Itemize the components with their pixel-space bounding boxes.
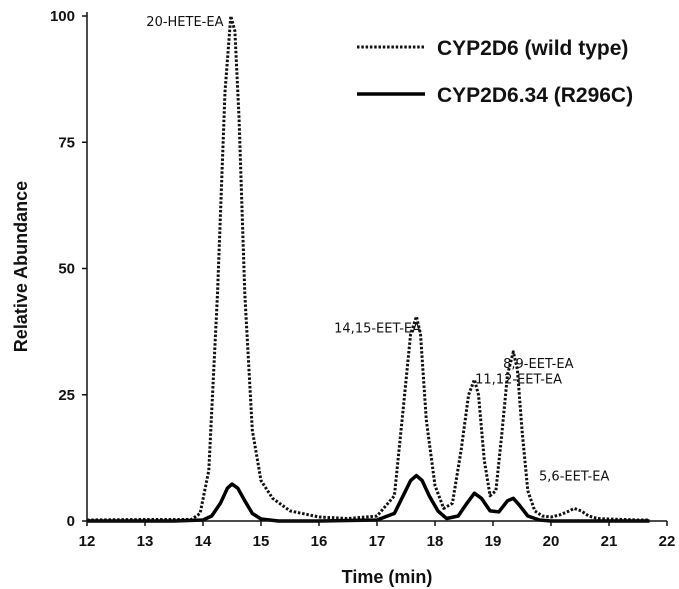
series-line-wild-type xyxy=(86,14,650,522)
peak-label: 11,12-EET-EA xyxy=(475,373,562,388)
peak-label: 8,9-EET-EA xyxy=(503,357,573,372)
peak-label: 20-HETE-EA xyxy=(146,15,223,30)
x-tick-label: 20 xyxy=(543,533,560,550)
x-tick-label: 17 xyxy=(369,533,386,550)
x-axis-title: Time (min) xyxy=(342,567,433,587)
x-tick-label: 15 xyxy=(253,533,270,550)
y-tick-label: 50 xyxy=(58,261,75,278)
x-tick-label: 21 xyxy=(601,533,618,550)
y-tick-label: 75 xyxy=(58,134,75,151)
x-tick-label: 12 xyxy=(79,533,96,550)
x-tick-label: 18 xyxy=(427,533,444,550)
legend-label-wild-type: CYP2D6 (wild type) xyxy=(437,37,628,60)
y-tick-label: 100 xyxy=(50,8,75,25)
x-tick-label: 16 xyxy=(311,533,328,550)
x-tick-label: 22 xyxy=(659,533,676,550)
x-tick-label: 14 xyxy=(195,533,212,550)
y-tick-label: 0 xyxy=(67,513,75,530)
peak-label: 14,15-EET-EA xyxy=(334,321,421,336)
series-line-r296c xyxy=(87,473,650,523)
x-tick-label: 13 xyxy=(137,533,154,550)
legend-label-r296c: CYP2D6.34 (R296C) xyxy=(437,84,633,107)
y-axis-title: Relative Abundance xyxy=(11,181,31,352)
legend: CYP2D6 (wild type) CYP2D6.34 (R296C) xyxy=(357,37,633,107)
x-tick-label: 19 xyxy=(485,533,502,550)
y-tick-label: 25 xyxy=(58,387,75,404)
peak-label: 5,6-EET-EA xyxy=(539,469,609,484)
